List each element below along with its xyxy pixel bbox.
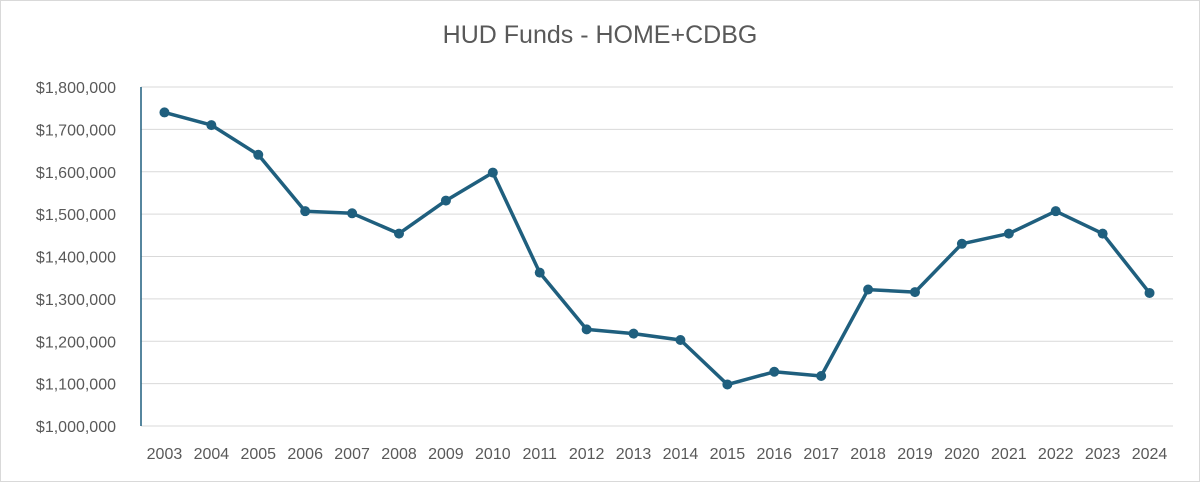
data-point <box>347 208 358 219</box>
y-tick-label: $1,100,000 <box>36 377 116 394</box>
y-tick-label: $1,800,000 <box>36 80 116 97</box>
y-tick-label: $1,400,000 <box>36 250 116 267</box>
chart-title: HUD Funds - HOME+CDBG <box>442 21 758 49</box>
data-point <box>769 366 780 377</box>
gridlines <box>141 86 1173 427</box>
data-point <box>300 206 311 217</box>
series-line <box>162 110 1152 387</box>
x-tick-label: 2010 <box>475 446 511 463</box>
y-tick-label: $1,700,000 <box>36 122 116 139</box>
x-tick-label: 2003 <box>147 446 183 463</box>
x-tick-label: 2004 <box>194 446 230 463</box>
x-tick-label: 2018 <box>850 446 886 463</box>
y-tick-label: $1,000,000 <box>36 419 116 436</box>
y-tick-label: $1,300,000 <box>36 292 116 309</box>
data-point <box>1097 228 1108 239</box>
x-tick-label: 2009 <box>428 446 464 463</box>
data-point <box>675 334 686 345</box>
data-point <box>863 284 874 295</box>
data-point <box>534 267 545 278</box>
x-tick-label: 2005 <box>240 446 276 463</box>
data-point <box>394 228 404 239</box>
y-tick-label: $1,200,000 <box>36 334 116 351</box>
data-point <box>581 324 592 335</box>
x-tick-label: 2011 <box>523 446 558 463</box>
x-tick-label: 2024 <box>1132 446 1168 463</box>
x-tick-label: 2012 <box>569 446 605 463</box>
x-tick-label: 2022 <box>1038 446 1074 463</box>
x-tick-label: 2015 <box>710 446 746 463</box>
y-tick-label: $1,500,000 <box>36 207 116 224</box>
data-point <box>1144 287 1155 298</box>
y-tick-label: $1,600,000 <box>36 165 116 182</box>
x-tick-label: 2014 <box>663 446 699 463</box>
x-tick-label: 2023 <box>1085 446 1121 463</box>
data-point <box>159 107 170 118</box>
data-point <box>487 167 498 178</box>
x-tick-label: 2013 <box>616 446 652 463</box>
x-tick-label: 2017 <box>803 446 839 463</box>
x-tick-label: 2008 <box>381 446 417 463</box>
data-point <box>1050 206 1061 217</box>
data-point <box>253 149 264 160</box>
data-point <box>816 370 827 381</box>
data-point <box>206 120 217 131</box>
data-point <box>1003 228 1014 239</box>
data-point <box>628 328 639 339</box>
data-point <box>440 195 451 206</box>
x-tick-label: 2007 <box>334 446 370 463</box>
x-tick-label: 2021 <box>991 446 1027 463</box>
x-tick-label: 2006 <box>287 446 323 463</box>
x-tick-label: 2020 <box>944 446 980 463</box>
x-tick-label: 2016 <box>756 446 792 463</box>
data-point <box>910 287 920 298</box>
series-group <box>159 107 1155 390</box>
data-point <box>956 238 967 249</box>
x-tick-label: 2019 <box>897 446 933 463</box>
x-axis: 2003 2004 2005 2006 2007 2008 2009 2010 2011 2012… <box>147 446 1168 463</box>
y-axis: $1,000,000 $1,100,000 $1,200,000 $1,300,000… <box>36 80 142 436</box>
data-point <box>722 379 733 390</box>
